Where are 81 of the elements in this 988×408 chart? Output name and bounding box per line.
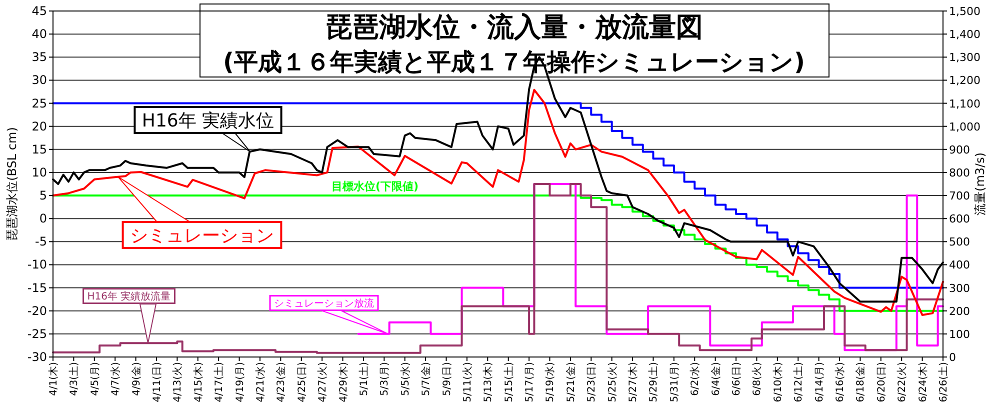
x-tick-label: 4/7(水) [110,362,122,396]
y-tick-label: 15 [32,142,47,156]
x-tick-label: 4/13(火) [172,362,184,402]
x-tick-label: 5/19(水) [544,362,556,402]
y2-tick-label: 800 [949,166,970,180]
x-tick-label: 5/23(日) [586,362,598,402]
x-tick-label: 6/24(木) [916,362,929,402]
x-tick-label: 4/27(火) [316,362,329,402]
x-tick-label: 5/27(木) [627,362,640,402]
y-tick-label: -30 [27,350,47,364]
x-tick-label: 6/14(月) [814,362,826,402]
y-tick-label: 40 [32,27,47,42]
y2-tick-label: 1,400 [949,28,980,42]
x-tick-label: 5/5(水) [399,362,412,396]
y2-tick-label: 600 [949,212,970,226]
y2-tick-label: 100 [949,328,970,341]
y2-tick-label: 1,500 [949,5,980,18]
x-tick-label: 5/21(金) [564,362,577,402]
x-tick-label: 5/25(火) [606,362,618,402]
y-tick-label: 10 [32,165,47,180]
x-tick-label: 5/7(金) [420,362,432,396]
y-tick-label: 35 [32,50,47,64]
x-tick-label: 4/17(土) [213,362,226,402]
y2-tick-label: 1,200 [949,74,980,88]
x-tick-label: 6/22(火) [896,362,908,402]
x-tick-label: 4/21(水) [254,362,266,402]
x-tick-label: 5/17(月) [524,362,536,402]
x-tick-label: 5/9(日) [442,362,453,396]
x-tick-label: 4/9(金) [130,362,142,396]
x-tick-label: 6/26(土) [938,362,950,402]
y-tick-label: 20 [32,119,47,134]
y2-tick-label: 300 [949,282,970,295]
y2-tick-label: 1,000 [949,120,980,134]
y2-tick-label: 1,300 [949,51,980,64]
y-tick-label: 25 [32,96,47,110]
y-axis-title: 琵琶湖水位(BSL cm) [5,127,19,241]
x-tick-label: 4/1(木) [48,362,60,396]
y-tick-label: -15 [27,280,47,295]
x-tick-label: 5/29(土) [648,362,660,402]
x-tick-label: 4/15(木) [192,362,204,402]
x-tick-label: 5/31(月) [669,362,680,402]
x-tick-label: 5/15(土) [502,362,515,402]
y-tick-label: -5 [35,234,47,249]
y-tick-label: -20 [27,304,47,318]
y-tick-label: 45 [32,4,47,18]
x-tick-label: 4/3(土) [68,362,80,396]
x-tick-label: 4/25(日) [296,362,308,402]
x-tick-label: 4/11(日) [152,362,163,402]
x-tick-label: 4/29(木) [337,362,350,402]
x-tick-label: 4/5(月) [90,362,101,396]
series-label: シミュレーション放流 [274,298,374,310]
series-label: H16年 実績水位 [142,110,274,132]
y-tick-label: 5 [39,188,47,203]
x-tick-label: 5/13(木) [482,362,494,402]
x-tick-label: 6/18(金) [854,362,867,402]
x-tick-label: 6/10(木) [772,362,784,402]
x-tick-label: 6/4(金) [710,362,722,396]
title: 琵琶湖水位・流入量・放流量図 [325,12,703,43]
y2-tick-label: 900 [949,143,970,156]
x-tick-label: 6/12(土) [792,362,805,402]
y2-axis-title: 流量(m3/s) [973,152,987,216]
y-tick-label: 0 [39,212,47,226]
x-tick-label: 6/8(火) [751,362,764,396]
y2-tick-label: 1,100 [949,97,980,110]
x-tick-label: 4/19(月) [234,362,246,402]
x-tick-label: 5/3(月) [380,362,391,396]
y2-tick-label: 400 [949,258,970,272]
x-tick-label: 6/2(水) [689,362,702,396]
x-tick-label: 6/6(日) [732,362,743,396]
x-tick-label: 5/1(土) [358,362,370,396]
y2-tick-label: 500 [949,236,970,249]
x-tick-label: 5/11(火) [461,362,474,402]
x-tick-label: 6/16(水) [834,362,846,402]
y-tick-label: -10 [27,258,47,272]
x-tick-label: 4/23(金) [275,362,288,402]
y2-tick-label: 0 [949,351,956,364]
y-tick-label: -25 [27,326,47,341]
y-tick-label: 30 [32,73,47,88]
y2-tick-label: 200 [949,304,970,318]
x-tick-label: 6/20(日) [876,362,888,402]
y2-tick-label: 700 [949,190,970,203]
